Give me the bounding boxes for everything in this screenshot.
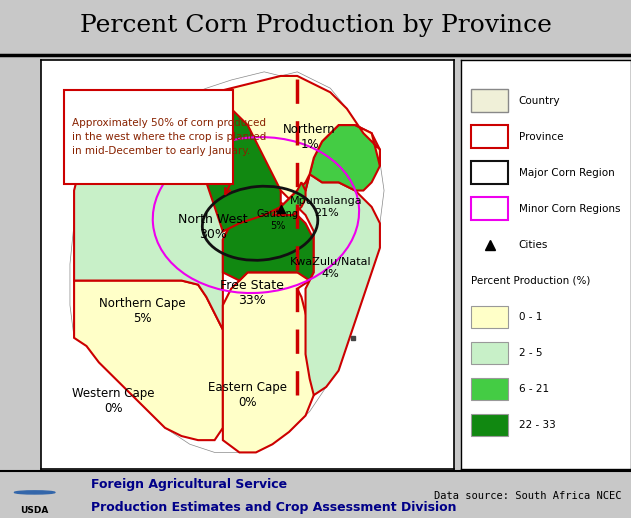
Text: Western Cape
0%: Western Cape 0% bbox=[72, 387, 155, 415]
Text: Percent Corn Production by Province: Percent Corn Production by Province bbox=[80, 13, 551, 37]
Text: 2 - 5: 2 - 5 bbox=[519, 348, 542, 358]
Polygon shape bbox=[182, 100, 281, 232]
FancyBboxPatch shape bbox=[471, 197, 509, 220]
Text: Mpumalanga
21%: Mpumalanga 21% bbox=[290, 196, 362, 218]
Text: Gauteng
5%: Gauteng 5% bbox=[256, 209, 298, 231]
FancyBboxPatch shape bbox=[471, 162, 509, 184]
Text: Free State
33%: Free State 33% bbox=[220, 279, 284, 307]
Text: USDA: USDA bbox=[20, 506, 48, 514]
Text: Approximately 50% of corn produced
in the west where the crop is planted
in mid-: Approximately 50% of corn produced in th… bbox=[72, 118, 266, 156]
Text: Province: Province bbox=[519, 132, 563, 142]
Polygon shape bbox=[223, 272, 322, 452]
Polygon shape bbox=[74, 100, 239, 329]
Polygon shape bbox=[70, 72, 384, 452]
FancyBboxPatch shape bbox=[471, 413, 509, 436]
Polygon shape bbox=[182, 76, 380, 199]
Text: KwaZulu/Natal
4%: KwaZulu/Natal 4% bbox=[290, 257, 371, 279]
Text: Cities: Cities bbox=[519, 240, 548, 250]
Polygon shape bbox=[223, 203, 314, 281]
FancyBboxPatch shape bbox=[471, 306, 509, 328]
Text: North West
30%: North West 30% bbox=[178, 213, 247, 241]
Text: Minor Corn Regions: Minor Corn Regions bbox=[519, 204, 620, 214]
Text: Data source: South Africa NCEC: Data source: South Africa NCEC bbox=[434, 491, 622, 501]
Text: Major Corn Region: Major Corn Region bbox=[519, 168, 615, 178]
Polygon shape bbox=[281, 125, 380, 207]
Polygon shape bbox=[297, 174, 380, 395]
Text: Production Estimates and Crop Assessment Division: Production Estimates and Crop Assessment… bbox=[91, 501, 457, 514]
Text: 0 - 1: 0 - 1 bbox=[519, 312, 542, 322]
Text: Foreign Agricultural Service: Foreign Agricultural Service bbox=[91, 478, 288, 491]
FancyBboxPatch shape bbox=[471, 378, 509, 400]
Text: 22 - 33: 22 - 33 bbox=[519, 420, 555, 430]
Text: Northern Cape
5%: Northern Cape 5% bbox=[99, 297, 186, 325]
FancyBboxPatch shape bbox=[64, 90, 233, 184]
Text: Country: Country bbox=[519, 96, 560, 106]
FancyBboxPatch shape bbox=[471, 125, 509, 148]
Text: Eastern Cape
0%: Eastern Cape 0% bbox=[208, 381, 287, 409]
Polygon shape bbox=[74, 281, 223, 440]
Text: Percent Production (%): Percent Production (%) bbox=[471, 276, 590, 286]
FancyBboxPatch shape bbox=[471, 341, 509, 364]
Circle shape bbox=[15, 491, 55, 494]
Polygon shape bbox=[273, 182, 305, 215]
FancyBboxPatch shape bbox=[471, 90, 509, 112]
Text: 6 - 21: 6 - 21 bbox=[519, 384, 549, 394]
Text: Northern
1%: Northern 1% bbox=[283, 123, 336, 151]
